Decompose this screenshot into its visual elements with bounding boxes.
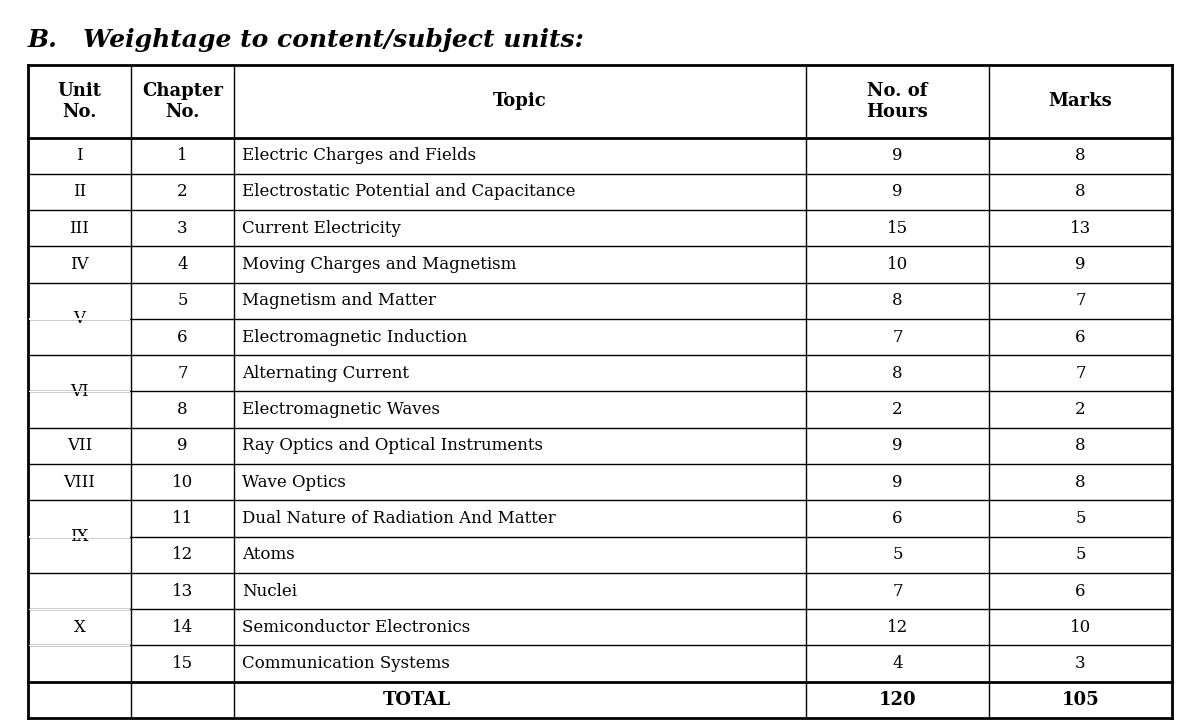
Text: Wave Optics: Wave Optics — [242, 474, 346, 491]
Text: 4: 4 — [178, 256, 187, 273]
Text: 1: 1 — [178, 147, 187, 165]
Text: VIII: VIII — [64, 474, 96, 491]
Text: II: II — [73, 183, 86, 200]
Text: 15: 15 — [172, 655, 193, 672]
Text: 8: 8 — [178, 401, 187, 418]
Text: 6: 6 — [1075, 328, 1086, 346]
Text: 2: 2 — [1075, 401, 1086, 418]
Text: Electrostatic Potential and Capacitance: Electrostatic Potential and Capacitance — [242, 183, 576, 200]
Text: 11: 11 — [172, 510, 193, 527]
Text: Semiconductor Electronics: Semiconductor Electronics — [242, 619, 470, 636]
Text: 8: 8 — [1075, 147, 1086, 165]
Text: 5: 5 — [892, 546, 902, 563]
Text: Unit
No.: Unit No. — [58, 82, 102, 121]
Text: VI: VI — [70, 383, 89, 400]
Text: Chapter
No.: Chapter No. — [142, 82, 223, 121]
Text: No. of
Hours: No. of Hours — [866, 82, 929, 121]
Text: 9: 9 — [892, 438, 902, 454]
Text: Electric Charges and Fields: Electric Charges and Fields — [242, 147, 476, 165]
Text: 13: 13 — [1070, 220, 1091, 237]
Text: 13: 13 — [172, 582, 193, 600]
Text: 10: 10 — [887, 256, 908, 273]
Text: 7: 7 — [178, 365, 187, 382]
Text: IV: IV — [70, 256, 89, 273]
Text: X: X — [73, 619, 85, 636]
Bar — [29, 609, 130, 610]
Text: TOTAL: TOTAL — [383, 691, 451, 709]
Text: 6: 6 — [1075, 582, 1086, 600]
Text: 7: 7 — [1075, 365, 1086, 382]
Text: 4: 4 — [892, 655, 902, 672]
Text: Magnetism and Matter: Magnetism and Matter — [242, 293, 436, 309]
Text: 14: 14 — [172, 619, 193, 636]
Text: Dual Nature of Radiation And Matter: Dual Nature of Radiation And Matter — [242, 510, 556, 527]
Text: Atoms: Atoms — [242, 546, 295, 563]
Bar — [29, 391, 130, 392]
Text: 9: 9 — [892, 183, 902, 200]
Text: 8: 8 — [892, 365, 902, 382]
Text: 8: 8 — [1075, 183, 1086, 200]
Text: V: V — [73, 310, 85, 328]
Text: B.   Weightage to content/subject units:: B. Weightage to content/subject units: — [28, 28, 584, 52]
Text: 10: 10 — [1070, 619, 1091, 636]
Text: 6: 6 — [892, 510, 902, 527]
Text: Electromagnetic Induction: Electromagnetic Induction — [242, 328, 467, 346]
Text: Nuclei: Nuclei — [242, 582, 296, 600]
Text: 6: 6 — [178, 328, 187, 346]
Text: 7: 7 — [892, 582, 902, 600]
Text: Communication Systems: Communication Systems — [242, 655, 450, 672]
Text: IX: IX — [71, 528, 89, 545]
Text: Electromagnetic Waves: Electromagnetic Waves — [242, 401, 440, 418]
Text: 9: 9 — [892, 147, 902, 165]
Text: VII: VII — [67, 438, 92, 454]
Bar — [29, 536, 130, 537]
Text: 105: 105 — [1062, 691, 1099, 709]
Text: 12: 12 — [887, 619, 908, 636]
Text: 5: 5 — [178, 293, 187, 309]
Text: Ray Optics and Optical Instruments: Ray Optics and Optical Instruments — [242, 438, 542, 454]
Text: 7: 7 — [892, 328, 902, 346]
Text: Marks: Marks — [1049, 92, 1112, 110]
Text: Alternating Current: Alternating Current — [242, 365, 409, 382]
Text: Current Electricity: Current Electricity — [242, 220, 401, 237]
Text: 8: 8 — [892, 293, 902, 309]
Text: 10: 10 — [172, 474, 193, 491]
Text: 2: 2 — [892, 401, 902, 418]
Text: 8: 8 — [1075, 438, 1086, 454]
Text: Topic: Topic — [493, 92, 547, 110]
Text: 12: 12 — [172, 546, 193, 563]
Text: 2: 2 — [178, 183, 187, 200]
Text: Moving Charges and Magnetism: Moving Charges and Magnetism — [242, 256, 516, 273]
Text: 5: 5 — [1075, 546, 1086, 563]
Text: 9: 9 — [892, 474, 902, 491]
Bar — [29, 645, 130, 646]
Text: III: III — [70, 220, 90, 237]
Text: 3: 3 — [178, 220, 187, 237]
Text: 7: 7 — [1075, 293, 1086, 309]
Text: 9: 9 — [1075, 256, 1086, 273]
Text: I: I — [76, 147, 83, 165]
Text: 9: 9 — [178, 438, 187, 454]
Text: 5: 5 — [1075, 510, 1086, 527]
Text: 3: 3 — [1075, 655, 1086, 672]
Text: 15: 15 — [887, 220, 908, 237]
Text: 8: 8 — [1075, 474, 1086, 491]
Text: 120: 120 — [878, 691, 917, 709]
Bar — [29, 318, 130, 320]
